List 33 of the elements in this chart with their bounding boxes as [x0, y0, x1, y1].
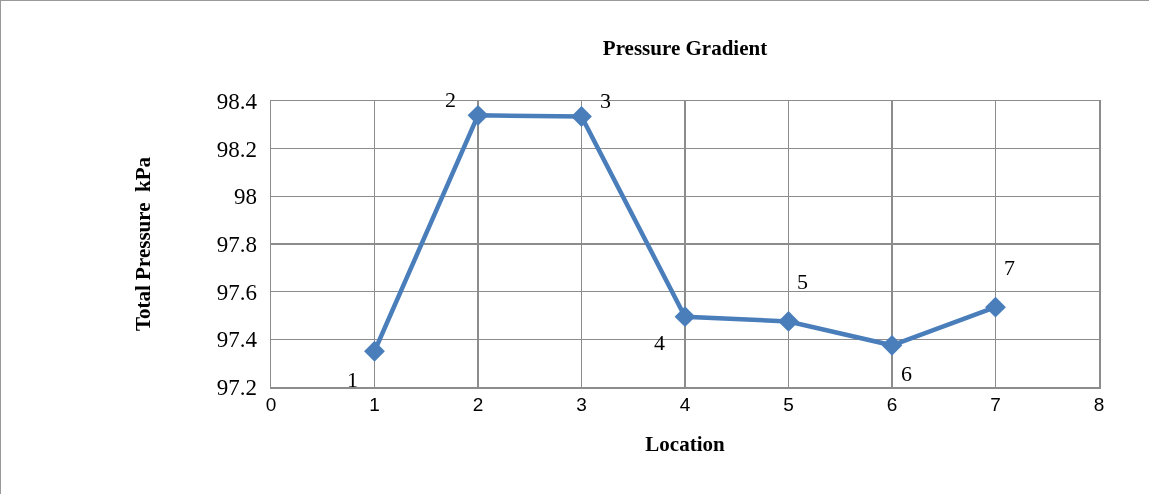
- x-tick-label: 3: [576, 394, 587, 416]
- point: [674, 306, 696, 328]
- point: [364, 340, 385, 362]
- x-tick-label: 1: [369, 394, 380, 416]
- y-tick-label: 98.4: [216, 89, 258, 115]
- y-tick-label: 97.8: [216, 232, 257, 258]
- x-tick-label: 4: [679, 394, 691, 416]
- point: [778, 311, 799, 332]
- point: [881, 334, 903, 356]
- x-tick-label: 6: [886, 394, 898, 416]
- annotation: 1: [347, 367, 358, 392]
- annotation: 5: [797, 269, 808, 294]
- x-tick-label: 2: [472, 394, 484, 416]
- x-tick-label: 5: [783, 394, 794, 416]
- x-tick-label: 7: [990, 394, 1001, 416]
- point: [985, 296, 1006, 318]
- x-tick-label: 0: [265, 394, 277, 416]
- annotation: 7: [1004, 255, 1015, 280]
- y-tick-label: 97.4: [216, 327, 258, 353]
- annotation: 4: [654, 330, 665, 355]
- annotation: 3: [600, 88, 611, 113]
- x-tick-label: 8: [1093, 394, 1105, 416]
- point: [467, 104, 489, 126]
- chart-title: Pressure Gradient: [602, 36, 768, 61]
- y-tick-label: 97.2: [216, 375, 257, 401]
- y-tick-label: 98.2: [216, 136, 257, 162]
- annotation: 2: [445, 87, 456, 112]
- y-axis-title: Total Pressure kPa: [131, 156, 156, 332]
- y-tick-label: 97.6: [216, 279, 257, 305]
- annotation: 6: [901, 361, 912, 386]
- y-tick-label: 98: [233, 184, 257, 210]
- point: [571, 106, 592, 127]
- x-axis-title: Location: [645, 432, 725, 457]
